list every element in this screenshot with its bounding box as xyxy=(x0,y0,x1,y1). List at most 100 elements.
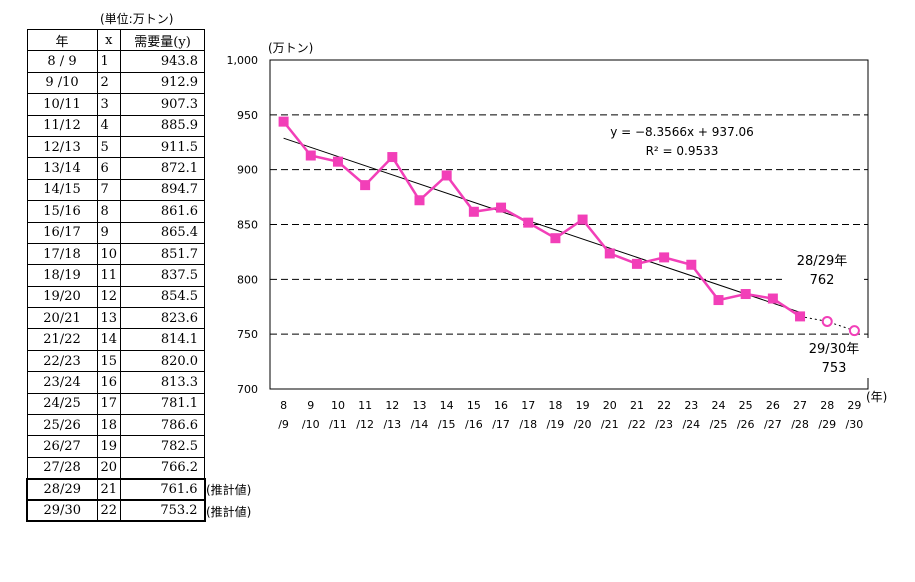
y-tick-label: 700 xyxy=(237,383,258,396)
x-tick-label: /10 xyxy=(302,418,320,431)
x-tick-label: 14 xyxy=(440,399,454,412)
y-tick-label: 950 xyxy=(237,109,258,122)
y-tick-label: 900 xyxy=(237,164,258,177)
cell-year: 13/14 xyxy=(26,157,98,180)
x-tick-label: /18 xyxy=(519,418,537,431)
data-point xyxy=(577,214,588,225)
x-tick-label: 9 xyxy=(307,399,314,412)
estimate-point xyxy=(848,325,860,337)
cell-demand: 781.1 xyxy=(120,392,206,416)
x-tick-label: 29 xyxy=(847,399,861,412)
data-point xyxy=(468,206,479,217)
y-tick-label: 750 xyxy=(237,328,258,341)
data-point xyxy=(496,202,507,213)
table-row: 13/14 6 872.1 xyxy=(26,157,206,180)
table-row: 22/23 15 820.0 xyxy=(26,349,206,373)
cell-year: 16/17 xyxy=(26,221,98,244)
x-tick-label: 22 xyxy=(657,399,671,412)
estimate-point xyxy=(821,315,833,327)
data-point xyxy=(332,156,343,167)
cell-demand: 907.3 xyxy=(120,93,206,116)
x-tick-label: /9 xyxy=(278,418,289,431)
data-point xyxy=(441,170,452,181)
annotation-bg xyxy=(782,250,862,290)
y-tick-label: 1,000 xyxy=(227,54,259,67)
x-tick-label: 16 xyxy=(494,399,508,412)
data-point xyxy=(387,152,398,163)
table-row: 20/21 13 823.6 xyxy=(26,307,206,330)
x-tick-label: 15 xyxy=(467,399,481,412)
data-point xyxy=(523,217,534,228)
cell-demand: 813.3 xyxy=(120,371,206,394)
cell-demand: 912.9 xyxy=(120,71,206,95)
cell-year: 21/22 xyxy=(26,328,98,351)
data-point xyxy=(795,311,806,322)
cell-year: 26/27 xyxy=(26,435,98,458)
cell-demand: 761.6 xyxy=(120,477,206,502)
x-tick-label: /23 xyxy=(655,418,673,431)
data-point xyxy=(604,248,615,259)
y-tick-label: 850 xyxy=(237,219,258,232)
data-point xyxy=(305,150,316,161)
cell-x: 15 xyxy=(96,349,122,373)
table-row: 16/17 9 865.4 xyxy=(26,221,206,244)
cell-year: 20/21 xyxy=(26,307,98,330)
data-point xyxy=(686,259,697,270)
cell-x: 17 xyxy=(96,392,122,416)
table-row: 26/27 19 782.5 xyxy=(26,435,206,458)
cell-x: 22 xyxy=(96,499,122,523)
x-tick-label: 12 xyxy=(385,399,399,412)
x-tick-label: /15 xyxy=(438,418,456,431)
estimate-annotation: 28/29年 xyxy=(797,254,847,269)
x-tick-label: 13 xyxy=(413,399,427,412)
cell-year: 14/15 xyxy=(26,178,98,202)
x-tick-label: 19 xyxy=(576,399,590,412)
x-tick-label: /13 xyxy=(383,418,401,431)
cell-year: 12/13 xyxy=(26,135,98,159)
cell-year: 22/23 xyxy=(26,349,98,373)
data-point xyxy=(360,180,371,191)
cell-year: 9 /10 xyxy=(26,71,98,95)
estimate-note: (推計値) xyxy=(206,483,252,498)
x-tick-label: /20 xyxy=(574,418,592,431)
table-row: 27/28 20 766.2 xyxy=(26,456,206,480)
cell-demand: 753.2 xyxy=(120,499,206,523)
x-tick-label: 25 xyxy=(739,399,753,412)
table-row: 19/20 12 854.5 xyxy=(26,285,206,309)
x-tick-label: /16 xyxy=(465,418,483,431)
demand-table: 年 x 需要量(y) 8 / 9 1 943.8 9 /10 2 912.9 10/11 3 9… xyxy=(26,28,206,523)
cell-year: 29/30 xyxy=(26,499,98,523)
y-axis-label: (万トン) xyxy=(268,41,313,55)
x-tick-label: 24 xyxy=(712,399,726,412)
data-point xyxy=(740,289,751,300)
cell-year: 19/20 xyxy=(26,285,98,309)
table-row: 12/13 5 911.5 xyxy=(26,135,206,159)
data-point xyxy=(550,233,561,244)
x-tick-label: /22 xyxy=(628,418,646,431)
x-tick-label: 26 xyxy=(766,399,780,412)
estimate-annotation: 29/30年 xyxy=(809,342,859,357)
table-row: 28/29 21 761.6 xyxy=(26,477,206,502)
cell-year: 10/11 xyxy=(26,93,98,116)
cell-demand: 766.2 xyxy=(120,456,206,480)
x-tick-label: 21 xyxy=(630,399,644,412)
cell-demand: 865.4 xyxy=(120,221,206,244)
x-tick-label: 23 xyxy=(684,399,698,412)
y-tick-label: 800 xyxy=(237,273,258,286)
x-tick-label: /19 xyxy=(547,418,565,431)
x-axis-label: (年) xyxy=(866,390,887,404)
cell-year: 8 / 9 xyxy=(26,50,98,73)
unit-note: (単位:万トン) xyxy=(100,12,174,26)
estimate-note: (推計値) xyxy=(206,504,252,519)
table-row: 10/11 3 907.3 xyxy=(26,93,206,116)
cell-demand: 814.1 xyxy=(120,328,206,351)
estimate-annotation-value: 753 xyxy=(822,361,847,376)
x-tick-label: 20 xyxy=(603,399,617,412)
data-point xyxy=(414,195,425,206)
table-row: 29/30 22 753.2 xyxy=(26,499,206,523)
x-tick-label: 11 xyxy=(358,399,372,412)
table-row: 8 / 9 1 943.8 xyxy=(26,50,206,73)
cell-year: 15/16 xyxy=(26,200,98,223)
data-point xyxy=(713,295,724,306)
